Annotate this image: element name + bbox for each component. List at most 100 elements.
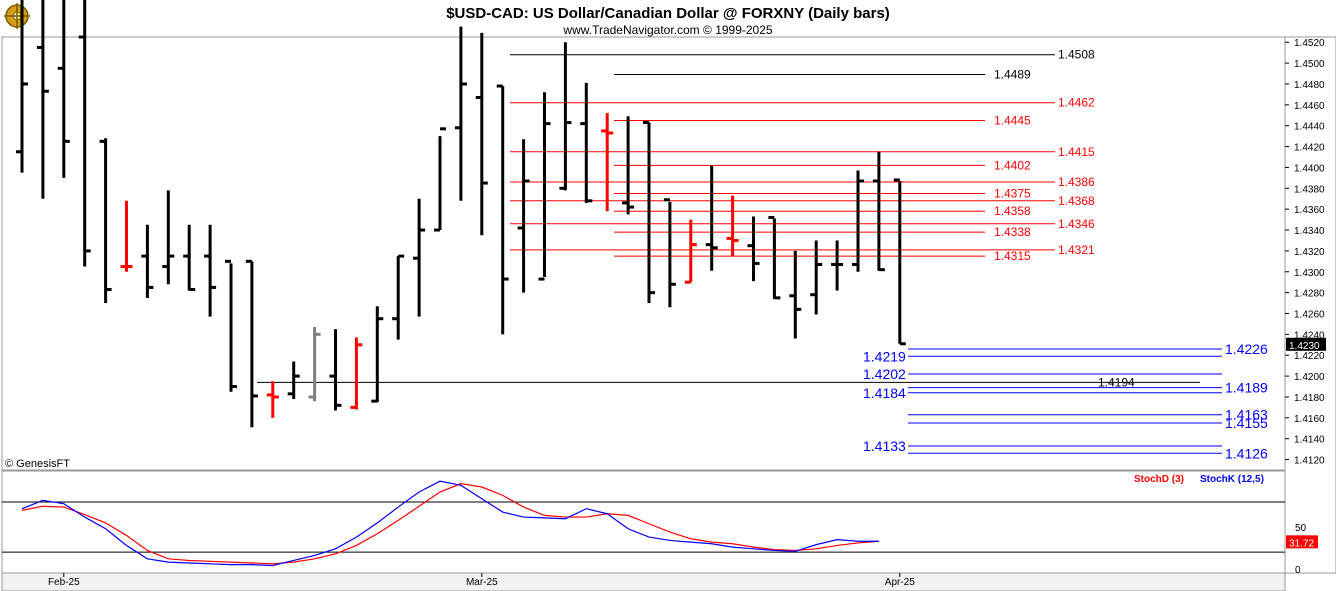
ohlc-bar bbox=[99, 138, 112, 304]
price-tick-label: 1.4340 bbox=[1294, 226, 1325, 237]
ohlc-bar bbox=[663, 198, 676, 308]
price-bars bbox=[16, 0, 906, 428]
last-stoch-box bbox=[1286, 535, 1318, 549]
level-label: 1.4163 bbox=[1225, 407, 1268, 423]
chart-subtitle: www.TradeNavigator.com © 1999-2025 bbox=[562, 23, 772, 37]
price-tick-label: 1.4280 bbox=[1294, 289, 1325, 300]
price-tick-label: 1.4360 bbox=[1294, 205, 1325, 216]
date-tick-label: Feb-25 bbox=[48, 577, 80, 588]
level-label: 1.4402 bbox=[994, 158, 1031, 172]
date-axis-frame bbox=[1, 572, 1286, 591]
ohlc-bar bbox=[120, 200, 133, 272]
last-price-box bbox=[1286, 337, 1326, 351]
last-stoch-label: 31.72 bbox=[1289, 538, 1314, 549]
ohlc-bar bbox=[16, 0, 28, 173]
price-tick-label: 1.4220 bbox=[1294, 351, 1325, 362]
price-tick-label: 1.4120 bbox=[1294, 456, 1325, 467]
stoch-d-line bbox=[21, 483, 879, 565]
ohlc-bar bbox=[643, 121, 655, 304]
ohlc-bar bbox=[517, 139, 530, 293]
ohlc-bar bbox=[183, 224, 196, 291]
ohlc-bar bbox=[768, 216, 781, 300]
chart-title: $USD-CAD: US Dollar/Canadian Dollar @ FO… bbox=[446, 5, 890, 22]
stoch-legend-item: StochD (3) bbox=[1134, 474, 1184, 485]
ohlc-bar bbox=[559, 42, 572, 191]
ohlc-bar bbox=[245, 259, 258, 428]
level-label: 1.4386 bbox=[1058, 175, 1095, 189]
ohlc-bar bbox=[580, 82, 593, 203]
ohlc-bar bbox=[287, 361, 300, 400]
ohlc-bar bbox=[350, 337, 363, 410]
ohlc-bar bbox=[162, 190, 175, 285]
level-label: 1.4489 bbox=[994, 68, 1031, 82]
price-tick-label: 1.4440 bbox=[1294, 122, 1325, 133]
ohlc-bar bbox=[831, 240, 844, 291]
price-tick-label: 1.4180 bbox=[1294, 393, 1325, 404]
ohlc-bar bbox=[852, 170, 864, 272]
date-tick-label: Apr-25 bbox=[885, 577, 915, 588]
price-axis: 1.4520 1.4500 1.4480 1.4460 1.4440 1.4420 1.44… bbox=[1285, 38, 1326, 467]
level-label: 1.4202 bbox=[863, 366, 906, 382]
ohlc-bar bbox=[434, 127, 446, 232]
ohlc-bar bbox=[454, 26, 467, 201]
level-label: 1.4315 bbox=[994, 249, 1031, 263]
ohlc-bar bbox=[36, 0, 49, 199]
ohlc-bar bbox=[496, 84, 509, 335]
axis-panel-frame bbox=[1284, 36, 1336, 574]
last-price-label: 1.4230 bbox=[1289, 341, 1320, 352]
stoch-legend-item: StochK (12,5) bbox=[1200, 474, 1264, 485]
price-tick-label: 1.4480 bbox=[1294, 80, 1325, 91]
level-label: 1.4415 bbox=[1058, 145, 1095, 159]
level-label: 1.4194 bbox=[1098, 375, 1135, 389]
price-panel-frame bbox=[1, 36, 1286, 471]
level-label: 1.4346 bbox=[1058, 217, 1095, 231]
stochastic-panel: 50 0 StochD (3) StochK (12,5) 31.72 bbox=[2, 474, 1318, 576]
date-tick-label: Mar-25 bbox=[466, 577, 498, 588]
price-tick-label: 1.4240 bbox=[1294, 330, 1325, 341]
level-label: 1.4445 bbox=[994, 113, 1031, 127]
ohlc-bar bbox=[371, 306, 384, 403]
level-label: 1.4508 bbox=[1058, 48, 1095, 62]
ohlc-bar bbox=[266, 381, 279, 418]
level-label: 1.4358 bbox=[994, 204, 1031, 218]
level-label: 1.4462 bbox=[1058, 96, 1095, 110]
level-label: 1.4338 bbox=[994, 225, 1031, 239]
ohlc-bar bbox=[392, 254, 405, 340]
ohlc-bar bbox=[538, 92, 551, 281]
ohlc-bar bbox=[78, 0, 91, 267]
price-tick-label: 1.4500 bbox=[1294, 59, 1325, 70]
ohlc-bar bbox=[57, 0, 70, 178]
stoch-tick-label: 0 bbox=[1295, 565, 1301, 576]
price-tick-label: 1.4300 bbox=[1294, 268, 1325, 279]
ohlc-bar bbox=[308, 327, 321, 402]
ohlc-bar bbox=[622, 116, 635, 215]
price-tick-label: 1.4160 bbox=[1294, 414, 1325, 425]
ohlc-bar bbox=[705, 165, 718, 271]
level-label: 1.4133 bbox=[863, 438, 906, 454]
ohlc-bar bbox=[684, 219, 697, 284]
logo-icon bbox=[4, 3, 30, 29]
ohlc-bar bbox=[789, 250, 802, 339]
ohlc-bar bbox=[747, 216, 760, 282]
level-label: 1.4126 bbox=[1225, 445, 1268, 461]
ohlc-bar bbox=[872, 151, 885, 272]
date-axis: Feb-25 Mar-25 Apr-25 bbox=[48, 573, 915, 588]
level-label: 1.4321 bbox=[1058, 243, 1095, 257]
stoch-k-line bbox=[21, 480, 879, 567]
price-tick-label: 1.4520 bbox=[1294, 38, 1325, 49]
price-levels: 1.4508 1.4489 1.4462 1.4445 1.4415 1.4402 1.43… bbox=[257, 48, 1268, 461]
ohlc-bar bbox=[225, 259, 237, 392]
ohlc-bar bbox=[475, 32, 488, 236]
ohlc-bar bbox=[413, 198, 426, 317]
ohlc-bar bbox=[329, 329, 342, 411]
ohlc-bar bbox=[601, 113, 614, 212]
ohlc-bar bbox=[141, 224, 154, 298]
price-tick-label: 1.4380 bbox=[1294, 184, 1325, 195]
level-label: 1.4368 bbox=[1058, 194, 1095, 208]
stoch-tick-label: 50 bbox=[1295, 523, 1307, 534]
level-label: 1.4226 bbox=[1225, 341, 1268, 357]
level-label: 1.4155 bbox=[1225, 415, 1268, 431]
level-label: 1.4189 bbox=[1225, 380, 1268, 396]
level-label: 1.4184 bbox=[863, 385, 906, 401]
